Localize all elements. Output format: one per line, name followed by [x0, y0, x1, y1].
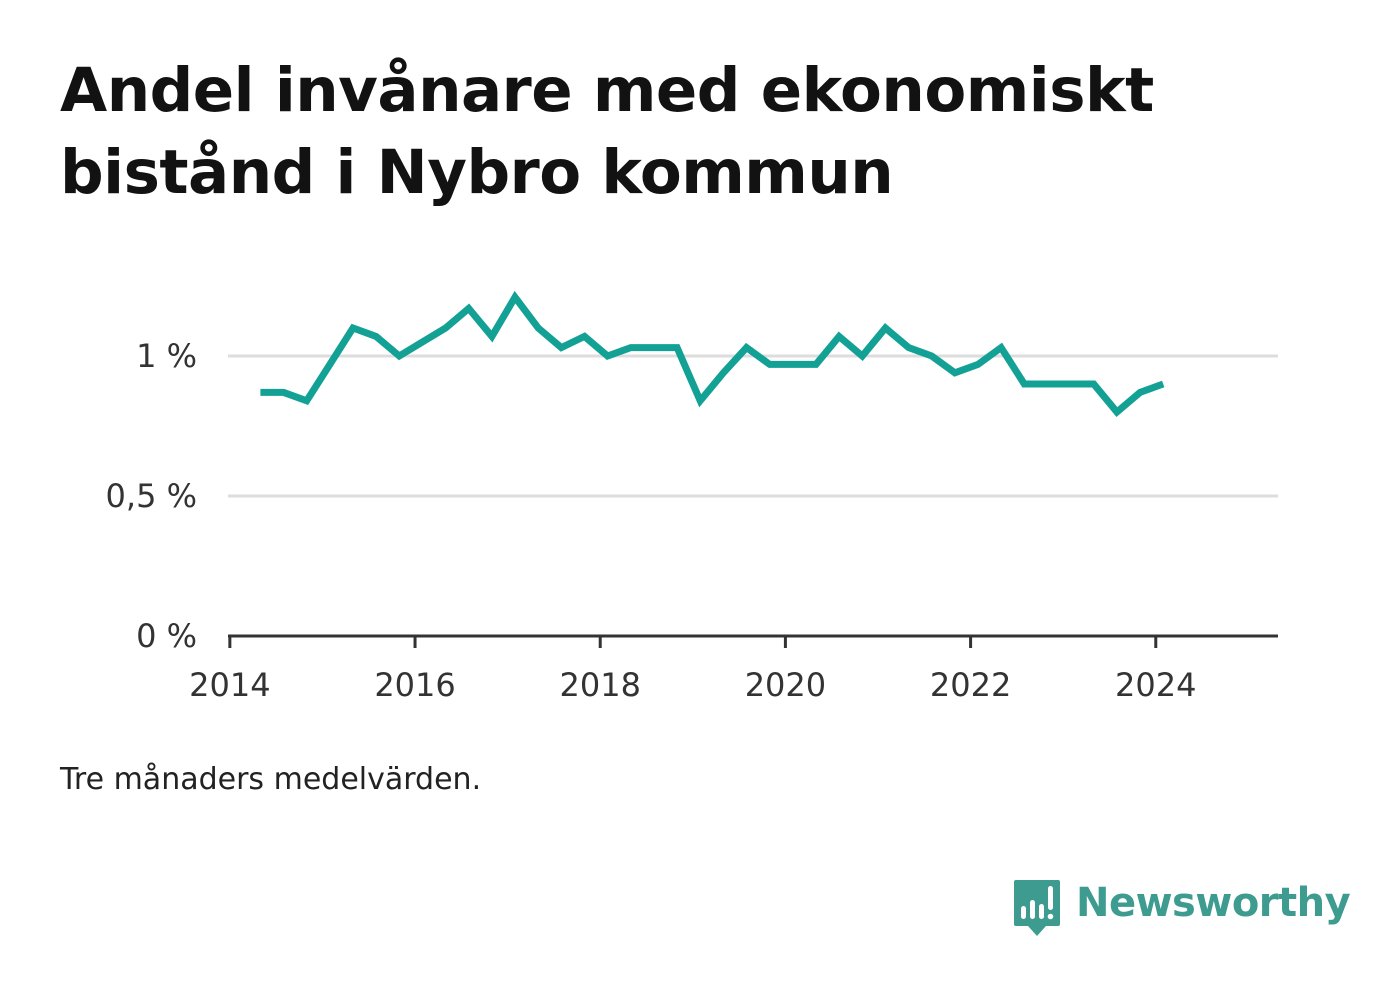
x-tick-label: 2018	[560, 666, 641, 704]
newsworthy-logo-icon	[1014, 880, 1060, 936]
chart-note: Tre månaders medelvärden.	[60, 762, 482, 797]
x-tick-label: 2014	[189, 666, 270, 704]
grid-lines	[228, 354, 1278, 498]
x-axis-ticks: 2014 2016 2018 2020 2022 2024	[189, 636, 1196, 704]
y-tick-label: 1 %	[136, 337, 197, 375]
y-tick-label: 0 %	[136, 617, 197, 655]
data-series	[260, 290, 1165, 417]
y-axis-tick-labels: 0 % 0,5 % 1 %	[106, 337, 197, 655]
x-tick-label: 2022	[930, 666, 1011, 704]
x-tick-label: 2016	[374, 666, 455, 704]
chart-title: Andel invånare med ekonomiskt bistånd i …	[60, 55, 1154, 208]
brand-name: Newsworthy	[1076, 880, 1351, 926]
y-tick-label: 0,5 %	[106, 477, 197, 515]
series-line	[260, 290, 1165, 417]
x-tick-label: 2020	[745, 666, 826, 704]
brand-logo[interactable]: Newsworthy	[1012, 878, 1351, 942]
x-tick-label: 2024	[1115, 666, 1196, 704]
